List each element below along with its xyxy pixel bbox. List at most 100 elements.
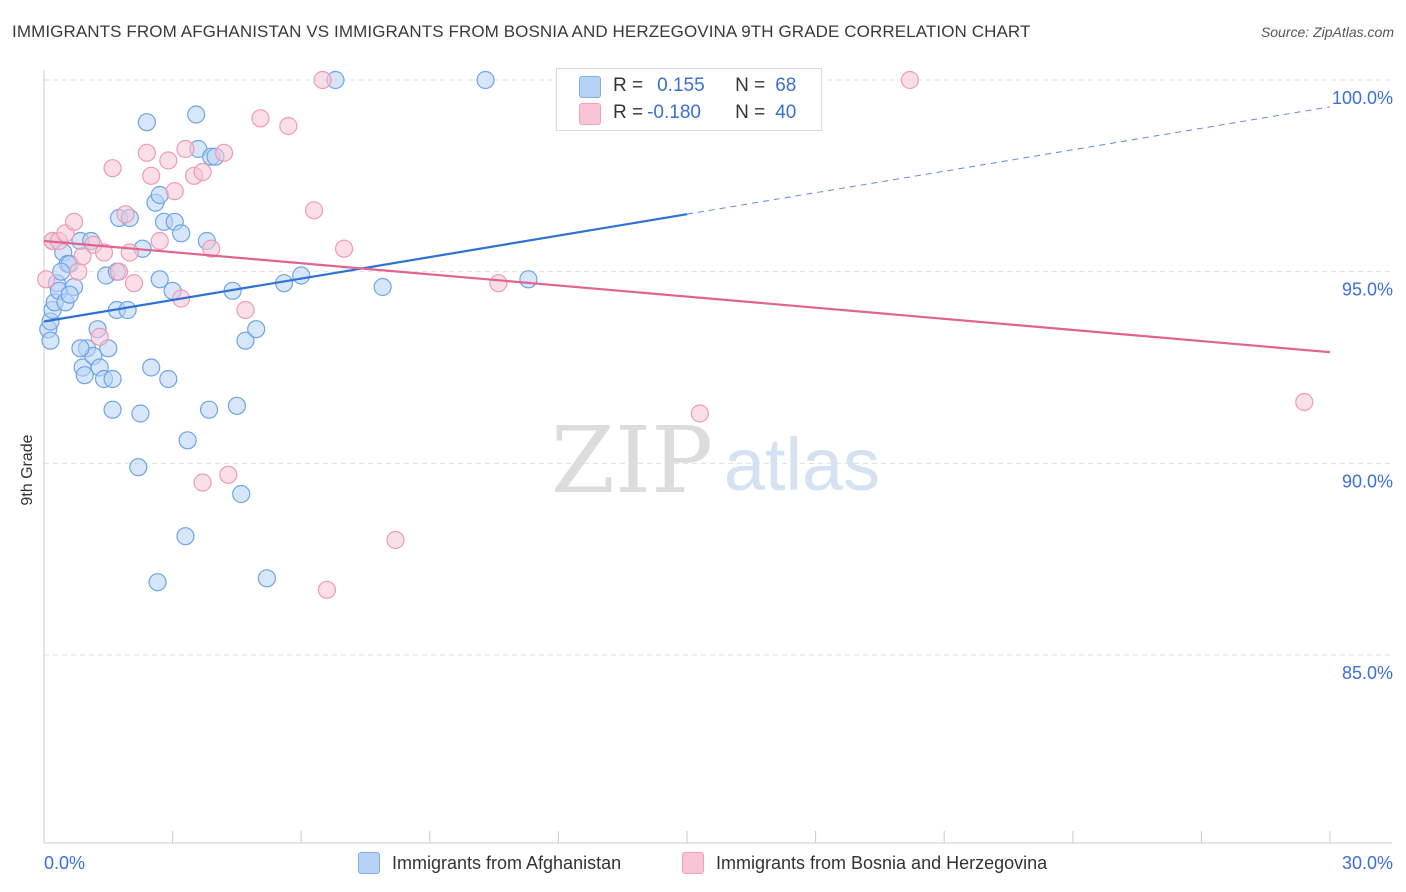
y-tick-label: 95.0% (1342, 280, 1393, 300)
x-tick-label: 30.0% (1342, 853, 1393, 873)
trend-layer (43, 106, 1331, 354)
grid-layer (44, 79, 1392, 656)
bosnia-point (304, 201, 324, 220)
legend-n-label: N = (735, 102, 766, 123)
y-tick-label: 90.0% (1342, 471, 1393, 491)
afghanistan-point (236, 331, 255, 350)
series-legend-afghanistan: Immigrants from Afghanistan (358, 852, 621, 874)
points-layer (37, 70, 1314, 599)
series-label-afghanistan: Immigrants from Afghanistan (392, 852, 622, 873)
afghanistan-point (292, 266, 311, 285)
watermark: ZIP atlas (551, 407, 880, 514)
bosnia-point (73, 247, 92, 266)
afghanistan-point (60, 285, 79, 304)
series-label-bosnia: Immigrants from Bosnia and Herzegovina (716, 852, 1048, 873)
bosnia-point (1295, 392, 1314, 412)
series-swatch-blue (358, 852, 380, 874)
bosnia-point (69, 262, 88, 281)
series-swatch-pink (682, 852, 704, 874)
bosnia-point (193, 162, 212, 182)
afghanistan-trendline-extension (686, 106, 1331, 215)
bosnia-point (150, 231, 169, 251)
bosnia-point (165, 182, 184, 201)
afghanistan-point (118, 300, 137, 320)
bosnia-point (489, 274, 508, 293)
bosnia-point (37, 270, 56, 289)
bosnia-point (103, 159, 122, 178)
afghanistan-point (52, 262, 71, 281)
chart-source: Source: ZipAtlas.com (1260, 24, 1394, 40)
afghanistan-point (71, 339, 90, 358)
legend-r-value: 0.155 (657, 75, 705, 96)
afghanistan-point (227, 396, 246, 415)
afghanistan-point (476, 70, 495, 90)
bosnia-point (142, 166, 161, 185)
legend-row-afghanistan: R = 0.155 N = 68 (579, 73, 797, 99)
bosnia-point (214, 143, 234, 162)
tick-labels: 85.0% 90.0% 95.0% 100.0% 0.0% 30.0% (44, 88, 1393, 873)
bosnia-point (124, 274, 144, 293)
legend-swatch-pink (579, 103, 601, 125)
bosnia-point (334, 239, 354, 258)
afghanistan-point (41, 331, 60, 350)
afghanistan-point (257, 569, 277, 588)
bosnia-point (176, 139, 195, 159)
legend-n-label: N = (735, 75, 766, 96)
afghanistan-point (176, 527, 195, 546)
legend-n-value: 40 (775, 102, 797, 123)
bosnia-point (120, 243, 139, 262)
legend-r-value: -0.180 (647, 102, 701, 123)
bosnia-point (236, 300, 255, 320)
bosnia-point (94, 243, 114, 262)
afghanistan-point (178, 431, 197, 450)
bosnia-point (137, 143, 156, 162)
bosnia-point (90, 327, 109, 346)
bosnia-point (386, 530, 405, 550)
legend-swatch-blue (579, 76, 601, 98)
legend-n-value: 68 (775, 75, 797, 96)
x-tick-label: 0.0% (44, 853, 85, 873)
afghanistan-point (103, 369, 122, 389)
bosnia-point (317, 580, 337, 599)
afghanistan-point (172, 224, 191, 243)
afghanistan-point (159, 369, 178, 389)
afghanistan-point (137, 113, 156, 132)
bosnia-trendline (43, 239, 1331, 354)
bosnia-point (900, 70, 920, 90)
afghanistan-point (150, 185, 169, 205)
bosnia-point (251, 109, 270, 128)
legend-r-label: R = (613, 102, 644, 123)
afghanistan-point (187, 105, 206, 124)
afghanistan-point (247, 320, 266, 339)
watermark-zip: ZIP (551, 407, 713, 514)
afghanistan-point (148, 573, 167, 592)
afghanistan-point (131, 404, 150, 423)
bosnia-point (313, 70, 332, 90)
series-legend-bosnia: Immigrants from Bosnia and Herzegovina (682, 852, 1047, 874)
bosnia-point (109, 262, 129, 281)
correlation-legend: R = 0.155 N = 68 R = -0.180 N = 40 (556, 68, 822, 131)
bosnia-point (64, 212, 84, 231)
legend-row-bosnia: R = -0.180 N = 40 (579, 100, 797, 126)
chart-title: IMMIGRANTS FROM AFGHANISTAN VS IMMIGRANT… (12, 22, 1031, 41)
watermark-atlas: atlas (724, 423, 880, 506)
afghanistan-point (142, 358, 161, 377)
y-tick-label: 85.0% (1342, 663, 1393, 683)
y-tick-label: 100.0% (1332, 88, 1393, 108)
bosnia-point (690, 404, 709, 423)
bosnia-point (193, 473, 212, 492)
afghanistan-point (150, 270, 169, 289)
afghanistan-point (232, 484, 251, 504)
afghanistan-point (199, 400, 219, 419)
bosnia-point (219, 465, 238, 484)
axis-layer (43, 70, 1392, 844)
bosnia-point (159, 151, 178, 170)
afghanistan-point (103, 400, 122, 419)
bosnia-point (202, 239, 221, 258)
bosnia-point (279, 116, 298, 136)
series-legend: Immigrants from Afghanistan Immigrants f… (0, 852, 1406, 878)
afghanistan-point (519, 270, 538, 289)
afghanistan-point (129, 458, 148, 477)
afghanistan-point (373, 277, 392, 297)
